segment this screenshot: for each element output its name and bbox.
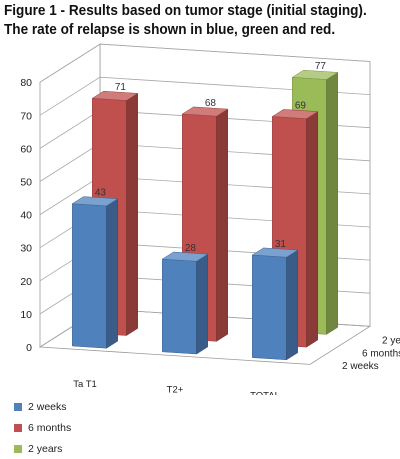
bar-side-face [126,92,138,336]
data-label: 28 [185,243,197,254]
y-tick-label: 50 [20,177,32,189]
gridline [39,76,371,116]
legend-item: 2 weeks [14,396,71,417]
bar [161,251,209,355]
x-axis-category-labels: Ta T1 T2+ TOTAL [73,379,280,395]
bar-top-face [181,106,229,117]
bar-top-face [291,69,339,80]
x-tick-label: Ta T1 [73,379,97,390]
data-labels: 77 71 68 69 43 28 31 [95,61,327,254]
bar [251,247,299,361]
data-label: 31 [275,239,287,250]
bar-side-face [216,108,228,342]
legend-swatch [14,402,22,411]
bar-side-face [286,249,298,361]
y-axis: 0 10 20 30 40 50 60 70 80 [20,77,32,354]
legend-swatch [14,444,22,453]
legend-item: 6 months [14,417,71,438]
legend: 2 weeks 6 months 2 years [14,396,71,459]
bar-front-face [72,203,107,349]
bar-top-face [271,109,319,119]
legend-label: 6 months [28,421,72,434]
bar-top-face [251,247,299,258]
bar-chart-3d: 0 10 20 30 40 50 60 70 80 Ta T1 T2+ TOTAL 2 weeks 6… [20,43,400,395]
bar-top-face [91,90,139,101]
y-tick-label: 60 [20,143,32,155]
depth-tick-label: 2 weeks [342,361,379,372]
y-tick-label: 80 [20,77,32,89]
y-tick-label: 30 [20,243,32,255]
bars [71,69,339,361]
legend-item: 2 years [14,438,71,459]
y-tick-label: 40 [20,210,32,222]
bar-front-face [252,254,287,361]
data-label: 77 [315,61,327,72]
x-tick-label: T2+ [167,385,184,395]
y-tick-label: 20 [20,276,32,288]
bar [71,196,119,349]
data-label: 69 [295,100,307,111]
bar-front-face [162,258,197,355]
bar-side-face [326,71,338,335]
bar-side-face [106,198,118,349]
data-label: 71 [115,82,127,93]
gridline [39,43,371,83]
bar-side-face [306,111,318,348]
bar-top-face [71,196,119,207]
legend-label: 2 weeks [28,400,67,413]
depth-tick-label: 6 months [362,348,400,359]
y-tick-label: 0 [26,342,32,354]
legend-swatch [14,423,22,432]
bar-side-face [196,253,208,355]
legend-label: 2 years [28,442,63,455]
depth-tick-label: 2 years [382,336,400,347]
y-tick-label: 70 [20,110,32,122]
figure-caption: Figure 1 - Results based on tumor stage … [4,3,367,38]
data-label: 68 [205,98,217,109]
data-label: 43 [95,188,107,199]
bar-top-face [161,251,209,262]
y-tick-label: 10 [20,309,32,321]
x-tick-label: TOTAL [250,391,280,396]
